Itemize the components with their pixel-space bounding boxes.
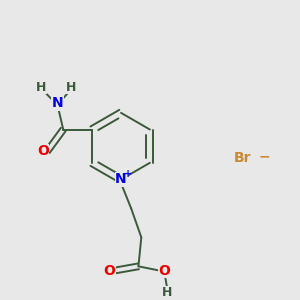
Text: Br: Br <box>234 151 251 165</box>
Text: H: H <box>162 286 172 299</box>
Text: H: H <box>66 81 76 94</box>
Text: O: O <box>37 144 49 158</box>
Text: O: O <box>158 264 170 278</box>
Text: O: O <box>103 264 116 278</box>
Text: H: H <box>36 81 47 94</box>
Text: N: N <box>115 172 127 187</box>
Text: N: N <box>52 97 63 110</box>
Text: −: − <box>259 149 270 163</box>
Text: +: + <box>124 169 132 179</box>
